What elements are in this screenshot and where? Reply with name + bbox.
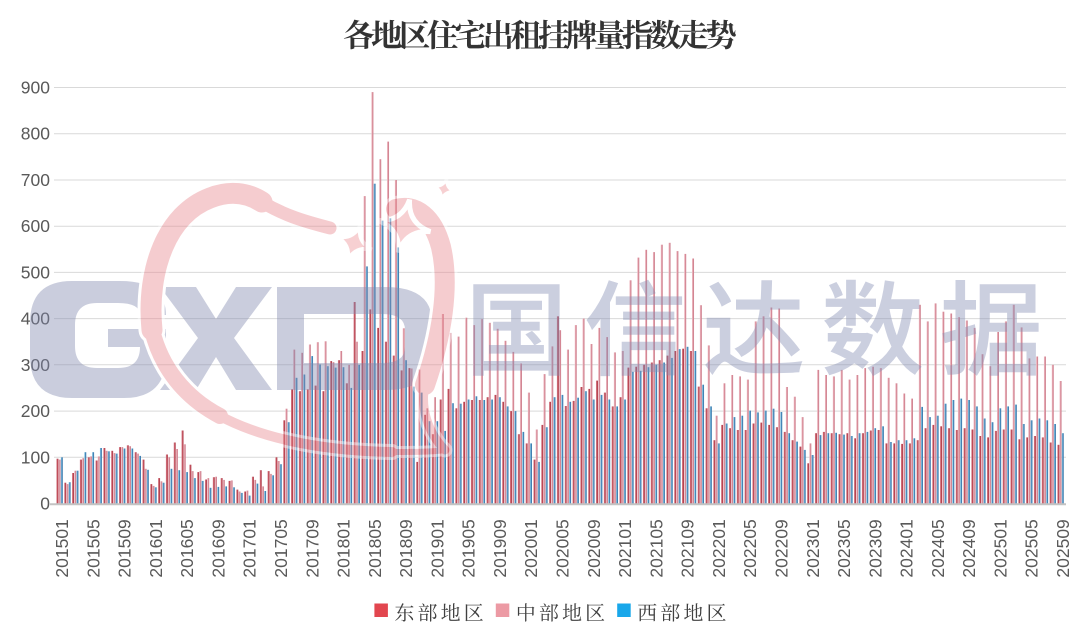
svg-text:201601: 201601: [146, 519, 166, 577]
svg-text:201701: 201701: [240, 519, 260, 577]
svg-text:400: 400: [21, 309, 50, 329]
svg-text:202405: 202405: [928, 519, 948, 577]
svg-text:600: 600: [21, 216, 50, 236]
svg-text:202505: 202505: [1022, 519, 1042, 577]
svg-text:201709: 201709: [302, 519, 322, 577]
svg-text:202301: 202301: [803, 519, 823, 577]
svg-text:201901: 201901: [427, 519, 447, 577]
svg-text:202009: 202009: [584, 519, 604, 577]
svg-text:202401: 202401: [897, 519, 917, 577]
svg-text:202509: 202509: [1053, 519, 1073, 577]
svg-text:201501: 201501: [52, 519, 72, 577]
svg-text:201509: 201509: [115, 519, 135, 577]
svg-text:300: 300: [21, 355, 50, 375]
svg-text:201805: 201805: [365, 519, 385, 577]
svg-text:201809: 201809: [396, 519, 416, 577]
svg-text:202001: 202001: [521, 519, 541, 577]
svg-text:202109: 202109: [678, 519, 698, 577]
svg-text:201505: 201505: [83, 519, 103, 577]
svg-text:202105: 202105: [646, 519, 666, 577]
svg-text:201705: 201705: [271, 519, 291, 577]
svg-text:900: 900: [21, 78, 50, 98]
svg-text:0: 0: [40, 494, 50, 514]
svg-text:201609: 201609: [209, 519, 229, 577]
svg-text:800: 800: [21, 124, 50, 144]
svg-text:100: 100: [21, 447, 50, 467]
svg-text:202209: 202209: [772, 519, 792, 577]
svg-text:202501: 202501: [991, 519, 1011, 577]
svg-text:200: 200: [21, 401, 50, 421]
svg-text:202005: 202005: [553, 519, 573, 577]
svg-text:202409: 202409: [959, 519, 979, 577]
svg-text:201905: 201905: [459, 519, 479, 577]
svg-text:202101: 202101: [615, 519, 635, 577]
svg-text:202205: 202205: [740, 519, 760, 577]
svg-text:201801: 201801: [334, 519, 354, 577]
svg-text:700: 700: [21, 170, 50, 190]
svg-text:202305: 202305: [834, 519, 854, 577]
svg-text:202201: 202201: [709, 519, 729, 577]
svg-text:201909: 201909: [490, 519, 510, 577]
svg-text:202309: 202309: [865, 519, 885, 577]
svg-text:500: 500: [21, 262, 50, 282]
svg-text:201605: 201605: [177, 519, 197, 577]
